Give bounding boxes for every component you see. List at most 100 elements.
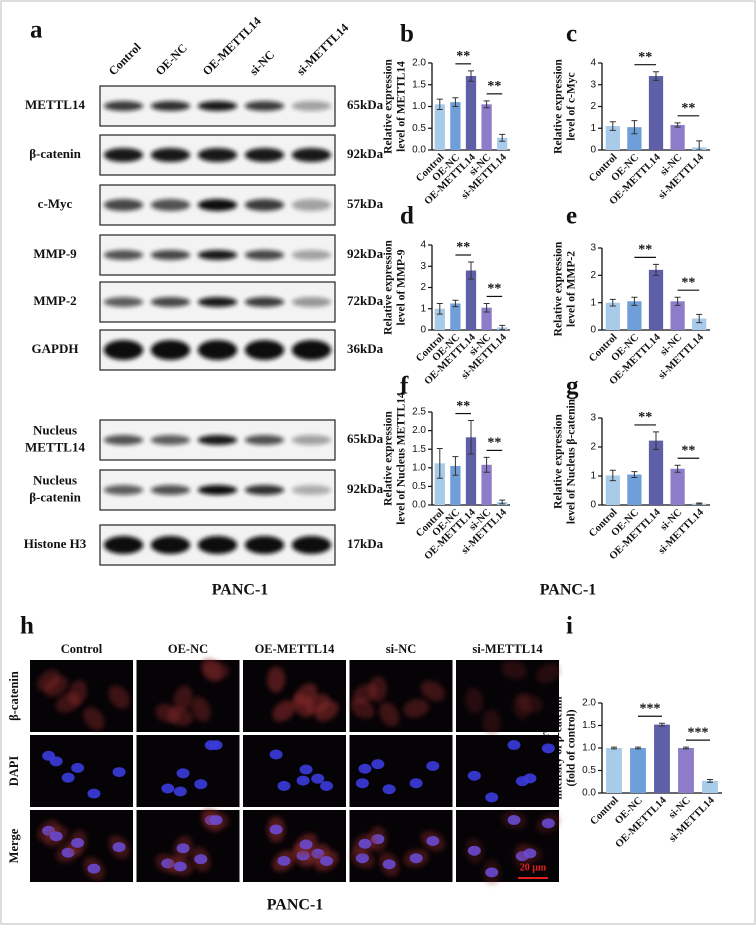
error-bar [653,263,659,276]
blot-band [244,148,285,162]
panel-letter: d [400,203,414,230]
bar [605,302,620,330]
panel-letter: b [400,21,414,48]
y-tick-label: 3 [590,413,596,424]
blot-row-label: Nucleus [33,472,77,487]
error-bar [631,296,638,306]
y-axis-label: level of c-Myc [566,72,578,140]
cell-cytoplasm [420,680,445,702]
blot-band [197,536,238,554]
significance-label: ** [638,50,652,65]
blot-size-label: 65kDa [347,97,384,112]
panel-letter: a [30,17,43,44]
bar [606,748,622,793]
blot-row-label: β-catenin [29,146,81,161]
bar [648,269,664,330]
panel-letter: e [566,203,577,230]
error-bar [436,447,443,479]
error-bar [468,70,474,82]
cell-nucleus [277,855,291,866]
significance-label: ** [487,79,501,94]
y-tick-label: 0 [590,325,596,336]
blot-row-label: β-catenin [29,489,81,504]
y-tick-label: 4 [420,240,426,251]
blot-row-label: METTL14 [25,97,85,112]
bar [648,76,664,150]
y-tick-label: 2.0 [412,58,426,69]
bar [630,748,646,793]
cell-nucleus [269,824,283,835]
error-bar [659,722,665,727]
error-bar [499,499,506,505]
bar [627,474,642,505]
y-tick-label: 4 [590,58,596,69]
error-bar [483,302,490,313]
blot-band [291,250,332,260]
blot-band [103,101,144,111]
y-tick-label: 1.0 [582,743,596,754]
microscopy-column-label: Control [61,642,103,656]
cell-nucleus [485,792,499,803]
y-axis-label: level of Nucleus β-catenin [566,398,578,524]
cell-nucleus [176,768,190,779]
bar [678,748,694,793]
significance-label: ** [487,436,501,451]
error-bar [674,464,681,473]
y-tick-label: 1.5 [582,720,596,731]
microscopy-column-label: OE-METTL14 [255,642,336,656]
panel-letter: i [566,613,573,640]
y-tick-label: 0.5 [412,123,426,134]
y-tick-label: 3 [420,261,426,272]
cell-nucleus [209,740,223,751]
cell-nucleus [176,843,190,854]
significance-label: ** [638,410,652,425]
panel-letter: f [400,373,409,400]
y-tick-label: 1.0 [412,462,426,473]
cell-nucleus [382,784,396,795]
cell-nucleus [173,786,187,797]
bar [702,780,718,793]
error-bar [696,313,703,324]
error-bar [436,98,443,111]
blot-band [103,250,144,260]
bar [465,76,477,150]
y-axis-label: level of MMP-2 [566,251,578,327]
blot-row-label: GAPDH [32,341,79,356]
cell-nucleus [320,856,334,867]
panel-letter: h [20,613,34,640]
blot-size-label: 92kDa [347,146,384,161]
blot-band [244,435,285,445]
microscopy-row-label: β-catenin [7,671,21,721]
significance-label: ** [638,243,652,258]
significance-label: ** [681,275,695,290]
blot-band [150,536,191,554]
y-tick-label: 0 [420,325,426,336]
y-tick-label: 2 [590,270,596,281]
panel-letter: g [566,373,579,400]
blot-size-label: 17kDa [347,536,384,551]
cell-nucleus [358,838,372,849]
cell-cytoplasm [167,707,194,726]
cell-nucleus [523,848,537,859]
blot-row-label: Histone H3 [24,536,87,551]
blot-band [103,297,144,307]
y-tick-label: 1.5 [412,79,426,90]
y-tick-label: 0 [590,145,596,156]
bar [434,104,445,150]
error-bar [611,746,617,750]
bar [450,303,461,330]
cell-nucleus [269,749,283,760]
cell-nucleus [409,778,423,789]
y-tick-label: 3 [590,79,596,90]
y-tick-label: 0.0 [412,500,426,511]
cell-cytoplasm [108,685,130,709]
bar [627,301,642,330]
blot-band [150,250,191,260]
blot-band [244,340,285,360]
cell-nucleus [112,767,126,778]
blot-band [103,199,144,211]
blot-band [291,485,332,495]
bar [434,463,445,505]
blot-band [244,297,285,307]
blot-band [103,340,144,360]
